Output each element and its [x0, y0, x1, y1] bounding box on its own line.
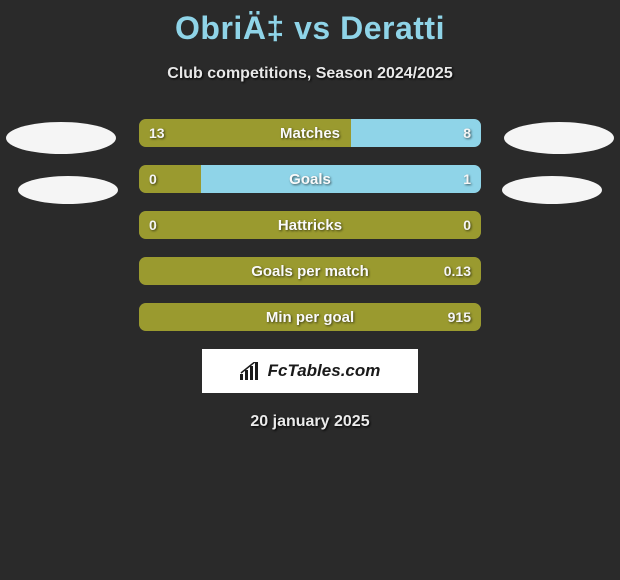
stat-bar-min-per-goal: Min per goal 915 — [139, 303, 481, 331]
stat-bars: 13 Matches 8 0 Goals 1 0 Hattricks 0 Goa… — [139, 119, 481, 331]
subtitle: Club competitions, Season 2024/2025 — [0, 65, 620, 83]
bar-value-right: 1 — [463, 165, 471, 193]
bar-label: Min per goal — [139, 303, 481, 331]
stat-bar-goals: 0 Goals 1 — [139, 165, 481, 193]
date-line: 20 january 2025 — [0, 413, 620, 431]
logo-text: FcTables.com — [268, 361, 381, 381]
stat-bar-matches: 13 Matches 8 — [139, 119, 481, 147]
stat-bar-hattricks: 0 Hattricks 0 — [139, 211, 481, 239]
page-title: ObriÄ‡ vs Deratti — [0, 0, 620, 47]
bar-value-right: 915 — [448, 303, 471, 331]
bar-label: Matches — [139, 119, 481, 147]
bar-value-right: 8 — [463, 119, 471, 147]
bar-value-right: 0 — [463, 211, 471, 239]
bar-chart-icon — [240, 362, 262, 380]
bar-label: Goals — [139, 165, 481, 193]
stat-bar-goals-per-match: Goals per match 0.13 — [139, 257, 481, 285]
player-left-avatar-1 — [6, 122, 116, 154]
bar-label: Hattricks — [139, 211, 481, 239]
fctables-logo[interactable]: FcTables.com — [202, 349, 418, 393]
player-left-avatar-2 — [18, 176, 118, 204]
player-right-avatar-2 — [502, 176, 602, 204]
bar-label: Goals per match — [139, 257, 481, 285]
player-right-avatar-1 — [504, 122, 614, 154]
bar-value-right: 0.13 — [444, 257, 471, 285]
